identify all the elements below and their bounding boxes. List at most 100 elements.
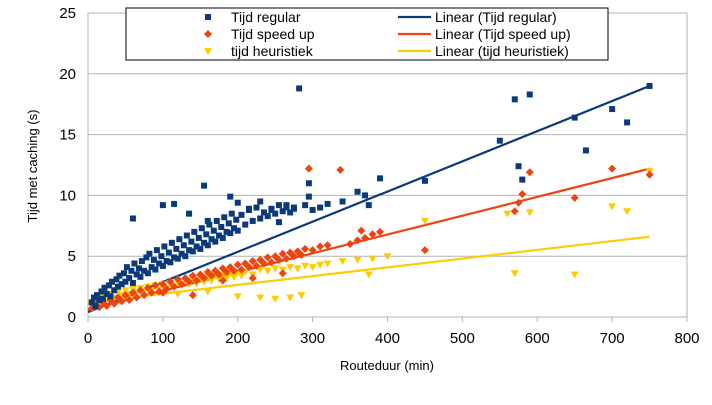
data-point — [233, 293, 242, 301]
data-point — [135, 265, 142, 272]
data-point — [218, 276, 227, 285]
data-point — [147, 288, 156, 297]
data-point — [138, 258, 145, 265]
data-point — [268, 206, 275, 213]
data-point — [283, 202, 290, 209]
data-point — [237, 272, 246, 280]
axes: 0 5 10 15 20 25 0 100 200 300 400 500 600 700 800 — [59, 5, 699, 347]
data-point — [193, 243, 200, 250]
data-point — [186, 247, 193, 254]
data-point — [204, 217, 211, 224]
x-tick-label: 400 — [375, 330, 400, 347]
data-point — [223, 228, 230, 235]
data-point — [227, 230, 234, 237]
data-point — [256, 266, 265, 274]
data-point — [290, 204, 297, 211]
data-point — [253, 204, 260, 211]
data-point — [131, 260, 138, 267]
data-point — [105, 282, 112, 289]
data-point — [279, 208, 286, 215]
data-point — [173, 245, 180, 252]
data-point — [126, 275, 133, 282]
data-point — [201, 239, 208, 246]
data-point — [275, 202, 282, 209]
data-point — [624, 119, 631, 126]
data-point — [158, 280, 167, 289]
data-point — [230, 266, 239, 275]
data-point — [317, 204, 324, 211]
data-point — [163, 258, 170, 265]
legend-label: Tijd speed up — [231, 26, 315, 42]
data-point — [336, 165, 345, 174]
data-point — [93, 292, 100, 299]
data-point — [296, 85, 303, 92]
data-point — [122, 278, 129, 285]
data-point — [174, 255, 181, 262]
data-point — [249, 217, 256, 224]
data-point — [420, 246, 429, 255]
data-points — [87, 82, 654, 313]
data-point — [128, 288, 137, 297]
data-point — [383, 253, 392, 261]
data-point — [274, 255, 283, 264]
data-point — [203, 231, 210, 238]
data-point — [121, 291, 130, 300]
data-point — [231, 225, 238, 232]
data-point — [293, 265, 302, 273]
data-point — [98, 288, 105, 295]
data-point — [339, 198, 346, 205]
data-point — [188, 291, 197, 300]
data-point — [421, 177, 428, 184]
data-point — [608, 203, 617, 211]
data-point — [88, 299, 95, 306]
data-point — [216, 232, 223, 239]
data-point — [208, 236, 215, 243]
data-point — [158, 253, 165, 260]
data-point — [582, 147, 589, 154]
data-point — [286, 294, 295, 302]
data-point — [244, 263, 253, 272]
data-point — [218, 224, 225, 231]
data-point — [260, 209, 267, 216]
data-point — [376, 227, 385, 236]
data-point — [173, 290, 182, 298]
data-point — [133, 271, 140, 278]
data-point — [514, 198, 523, 207]
y-tick-label: 5 — [68, 248, 76, 265]
data-point — [108, 278, 115, 285]
data-point — [222, 275, 231, 283]
data-point — [259, 259, 268, 268]
data-point — [207, 271, 216, 280]
trendline — [87, 235, 650, 304]
data-point — [215, 270, 224, 279]
data-point — [176, 236, 183, 243]
data-point — [571, 114, 578, 121]
data-point — [125, 295, 134, 304]
legend-marker — [204, 48, 212, 55]
data-point — [213, 217, 220, 224]
data-point — [222, 268, 231, 277]
data-point — [206, 221, 213, 228]
data-point — [570, 271, 579, 279]
data-point — [278, 249, 287, 258]
data-point — [645, 170, 654, 179]
data-point — [608, 164, 617, 173]
trendline — [87, 84, 650, 314]
data-point — [272, 210, 279, 217]
data-point — [301, 244, 310, 253]
legend-marker — [204, 30, 212, 38]
data-point — [264, 213, 271, 220]
data-point — [510, 207, 519, 216]
data-point — [282, 254, 291, 263]
data-point — [123, 264, 130, 271]
legend-label: Linear (Tijd speed up) — [435, 26, 571, 42]
data-point — [151, 281, 160, 290]
data-point — [233, 216, 240, 223]
data-point — [215, 276, 224, 284]
data-point — [338, 258, 347, 266]
data-point — [156, 260, 163, 267]
data-point — [153, 247, 160, 254]
data-point — [143, 254, 150, 261]
data-point — [308, 264, 317, 272]
